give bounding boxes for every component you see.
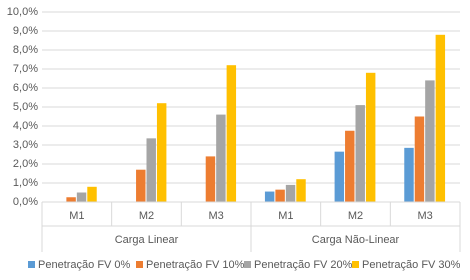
y-tick-label: 6,0% bbox=[13, 82, 38, 94]
y-tick-label: 2,0% bbox=[13, 158, 38, 170]
y-tick-label: 10,0% bbox=[7, 6, 38, 18]
bar bbox=[226, 65, 237, 202]
bar bbox=[275, 189, 285, 202]
bar bbox=[216, 114, 226, 202]
bar bbox=[205, 156, 216, 202]
x-tick-label: M2 bbox=[348, 210, 363, 222]
bar bbox=[334, 151, 345, 202]
bar bbox=[87, 186, 97, 202]
bar bbox=[66, 197, 76, 202]
y-tick-label: 3,0% bbox=[13, 139, 38, 151]
y-tick-label: 4,0% bbox=[13, 120, 38, 132]
group-label: Carga Linear bbox=[115, 234, 179, 246]
y-tick-label: 8,0% bbox=[13, 44, 38, 56]
x-tick-label: M2 bbox=[139, 210, 154, 222]
legend-label: Penetração FV 10% bbox=[146, 259, 245, 271]
bar bbox=[146, 138, 156, 202]
legend-swatch bbox=[28, 261, 35, 268]
legend-label: Penetração FV 20% bbox=[254, 259, 353, 271]
x-tick-label: M3 bbox=[209, 210, 224, 222]
bar bbox=[435, 34, 446, 202]
group-label: Carga Não-Linear bbox=[312, 234, 400, 246]
bar bbox=[425, 80, 435, 202]
y-tick-label: 7,0% bbox=[13, 63, 38, 75]
legend-label: Penetração FV 30% bbox=[362, 259, 461, 271]
x-tick-label: M1 bbox=[278, 210, 293, 222]
legend-swatch bbox=[244, 261, 251, 268]
bar bbox=[264, 191, 275, 202]
legend-label: Penetração FV 0% bbox=[38, 259, 131, 271]
bar bbox=[156, 103, 167, 202]
bar bbox=[365, 72, 376, 202]
legend-swatch bbox=[136, 261, 143, 268]
bar bbox=[404, 147, 414, 202]
y-tick-label: 1,0% bbox=[13, 177, 38, 189]
y-tick-label: 0,0% bbox=[13, 196, 38, 208]
bar bbox=[355, 105, 365, 202]
bar bbox=[296, 179, 306, 202]
y-tick-label: 9,0% bbox=[13, 25, 38, 37]
legend-swatch bbox=[352, 261, 359, 268]
bar bbox=[285, 184, 296, 202]
bar bbox=[76, 192, 87, 202]
x-tick-label: M1 bbox=[69, 210, 84, 222]
bar bbox=[345, 130, 355, 202]
y-tick-label: 5,0% bbox=[13, 101, 38, 113]
x-tick-label: M3 bbox=[418, 210, 433, 222]
bar bbox=[136, 169, 146, 202]
bar bbox=[414, 116, 425, 202]
